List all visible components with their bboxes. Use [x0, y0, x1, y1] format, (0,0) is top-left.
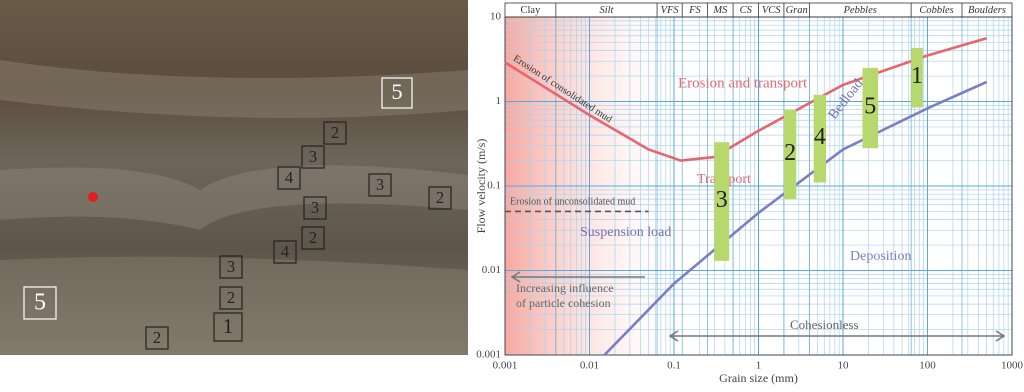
- size-class-label: Clay: [521, 5, 542, 16]
- photo-label: 3: [311, 198, 319, 217]
- y-tick-label: 0.001: [476, 349, 501, 361]
- annotation: Increasing influence: [516, 281, 614, 295]
- photo-label: 3: [227, 257, 235, 276]
- range-label: 2: [784, 140, 796, 166]
- label-box: [368, 173, 392, 197]
- sample-range: [783, 109, 797, 200]
- label-box: [381, 77, 413, 109]
- y-tick-label: 1: [496, 95, 502, 107]
- sample-range: [714, 142, 730, 261]
- red-marker: [88, 192, 98, 202]
- photo-label: 2: [331, 123, 339, 142]
- x-tick-label: 10: [838, 360, 850, 372]
- range-label: 3: [716, 187, 728, 213]
- photo-label: 5: [391, 79, 402, 104]
- label-box: [428, 186, 452, 210]
- photo-label: 2: [436, 188, 444, 207]
- range-label: 5: [864, 94, 876, 120]
- size-class-label: Silt: [599, 5, 614, 16]
- plot-frame: [504, 16, 1013, 356]
- size-class-label: Cobbles: [919, 5, 953, 16]
- x-tick-label: 0.01: [580, 360, 599, 372]
- photo-label: 2: [309, 228, 317, 247]
- annotation: of particle cohesion: [516, 296, 611, 310]
- range-label: 4: [814, 124, 826, 150]
- chart: 0.001 0.01 0.1 1 10 100 1000 0.001 0.01 0.1 1 10 Cla…: [474, 2, 1024, 385]
- x-tick-label: 0.1: [667, 360, 681, 372]
- annotation: Deposition: [850, 249, 911, 264]
- label-box: [273, 240, 297, 264]
- sand-layer: [0, 165, 468, 230]
- size-class-label: VFS: [661, 5, 680, 16]
- photo-label: 3: [376, 175, 384, 194]
- size-class-label: VCS: [762, 5, 781, 16]
- size-class-label: CS: [740, 5, 753, 16]
- label-box: [303, 196, 327, 220]
- size-class-label: Gran: [786, 5, 808, 16]
- arrow: [668, 330, 1006, 342]
- annotation: Suspension load: [580, 225, 671, 240]
- label-box: [301, 226, 325, 250]
- photo-label: 2: [227, 288, 235, 307]
- y-tick-label: 10: [490, 11, 502, 23]
- photo-label: 3: [309, 147, 317, 166]
- curve-label: Erosion of unconsolidated mud: [510, 196, 635, 207]
- curve: [504, 37, 987, 162]
- curve: [603, 80, 988, 356]
- label-box: [219, 286, 243, 310]
- photo-label: 1: [223, 314, 234, 338]
- label-box: [145, 326, 169, 350]
- size-class-label: Pebbles: [843, 5, 877, 16]
- label-box: [301, 145, 325, 169]
- label-box: [277, 166, 301, 190]
- sample-range: [813, 94, 827, 183]
- y-axis-title: Flow velocity (m/s): [474, 139, 488, 234]
- x-tick-label: 100: [919, 360, 936, 372]
- photo-background: [0, 0, 468, 355]
- size-class-label: FS: [688, 5, 701, 16]
- x-tick-label: 1000: [1001, 360, 1024, 372]
- label-box: [219, 255, 243, 279]
- lower-layer: [0, 256, 468, 355]
- photo-label: 5: [34, 290, 46, 316]
- label-box: [323, 121, 347, 145]
- y-tick-label: 0.01: [482, 264, 501, 276]
- size-class-label: MS: [712, 5, 728, 16]
- x-tick-label: 0.001: [493, 360, 518, 372]
- arrow: [510, 271, 645, 283]
- photo-label: 4: [281, 242, 289, 261]
- photo-label: 2: [153, 328, 161, 347]
- annotation: Cohesionless: [790, 317, 859, 332]
- label-box: [23, 286, 57, 320]
- annotation: Erosion and transport: [678, 75, 808, 91]
- x-tick-label: 1: [756, 360, 762, 372]
- sample-range: [862, 67, 879, 149]
- y-tick-label: 0.1: [487, 180, 501, 192]
- gravel-layer: [0, 60, 468, 118]
- label-box: [213, 312, 243, 342]
- photo-label: 4: [285, 168, 293, 187]
- size-class-label: Boulders: [968, 5, 1006, 16]
- x-axis-title: Grain size (mm): [719, 371, 798, 385]
- range-label: 1: [911, 63, 923, 89]
- sample-range: [911, 47, 923, 108]
